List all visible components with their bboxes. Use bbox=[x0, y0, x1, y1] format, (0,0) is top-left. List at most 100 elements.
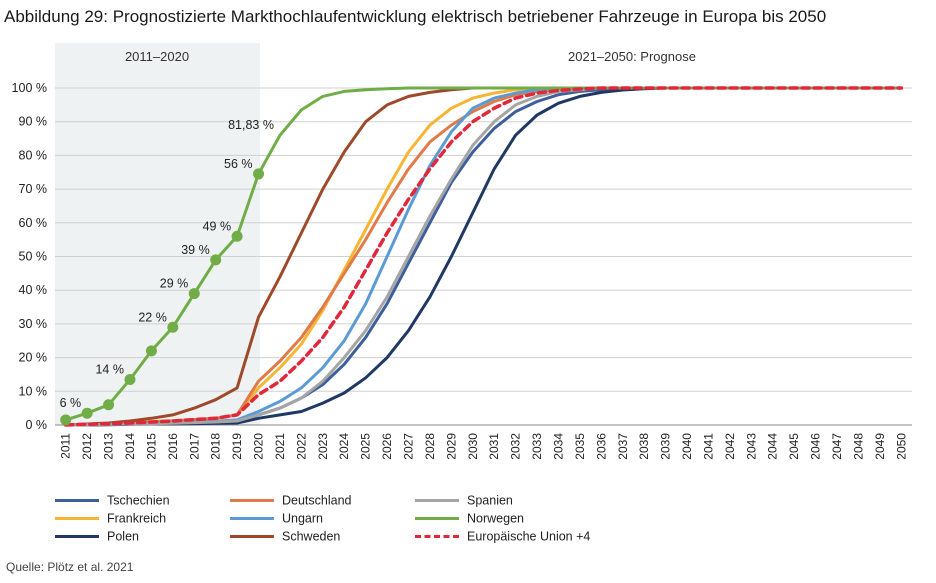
legend-item: Polen bbox=[55, 529, 139, 545]
series-markers bbox=[60, 168, 265, 426]
legend-label: Ungarn bbox=[282, 511, 323, 526]
legend-swatch bbox=[415, 517, 459, 521]
x-tick-label: 2017 bbox=[187, 433, 201, 460]
data-label: 81,83 % bbox=[228, 118, 274, 132]
x-tick-label: 2034 bbox=[551, 433, 565, 460]
data-label: 49 % bbox=[203, 219, 232, 233]
x-tick-label: 2039 bbox=[659, 433, 673, 460]
legend-swatch bbox=[230, 535, 274, 539]
data-label: 29 % bbox=[160, 277, 189, 291]
forecast-period-label: 2021–2050: Prognose bbox=[568, 49, 696, 64]
legend-item: Ungarn bbox=[230, 511, 323, 527]
x-tick-label: 2031 bbox=[487, 433, 501, 460]
legend-item: Deutschland bbox=[230, 493, 352, 509]
legend-label: Europäische Union +4 bbox=[467, 529, 591, 544]
x-tick-label: 2050 bbox=[894, 433, 908, 460]
x-tick-label: 2048 bbox=[851, 433, 865, 460]
legend-swatch bbox=[415, 499, 459, 503]
series-marker-norwegen bbox=[167, 321, 179, 333]
data-labels: 6 % 14 % 22 % 29 % 39 % 49 % 56 % 81,83 % bbox=[60, 118, 274, 410]
legend-label: Frankreich bbox=[107, 511, 167, 526]
x-tick-label: 2033 bbox=[530, 433, 544, 460]
legend-label: Spanien bbox=[467, 493, 513, 508]
x-tick-label: 2011 bbox=[59, 433, 73, 459]
x-tick-label: 2025 bbox=[359, 433, 373, 460]
legend-swatch bbox=[55, 499, 99, 503]
series-marker-norwegen bbox=[145, 345, 157, 357]
y-tick-label: 60 % bbox=[19, 216, 48, 230]
x-tick-label: 2021 bbox=[273, 433, 287, 460]
x-tick-label: 2023 bbox=[316, 433, 330, 460]
chart-title: Abbildung 29: Prognostizierte Markthochl… bbox=[4, 7, 827, 26]
x-tick-label: 2027 bbox=[402, 433, 416, 460]
x-tick-label: 2036 bbox=[594, 433, 608, 460]
legend-swatch bbox=[55, 535, 99, 539]
source-note: Quelle: Plötz et al. 2021 bbox=[6, 560, 134, 574]
x-tick-label: 2047 bbox=[830, 433, 844, 460]
x-tick-label: 2045 bbox=[787, 433, 801, 460]
y-tick-label: 40 % bbox=[19, 283, 48, 297]
legend-label: Polen bbox=[107, 529, 139, 544]
x-tick-label: 2018 bbox=[209, 433, 223, 460]
y-tick-label: 0 % bbox=[25, 418, 47, 432]
legend-item: Tschechien bbox=[55, 493, 170, 509]
x-tick-label: 2032 bbox=[509, 433, 523, 460]
y-tick-label: 50 % bbox=[19, 250, 48, 264]
data-label: 14 % bbox=[95, 363, 124, 377]
series-marker-norwegen bbox=[124, 374, 136, 386]
x-tick-label: 2028 bbox=[423, 433, 437, 460]
x-tick-label: 2022 bbox=[294, 433, 308, 460]
y-tick-label: 80 % bbox=[19, 148, 48, 162]
x-tick-label: 2035 bbox=[573, 433, 587, 460]
y-tick-label: 20 % bbox=[19, 351, 48, 365]
x-tick-label: 2014 bbox=[123, 433, 137, 460]
data-label: 22 % bbox=[138, 310, 167, 324]
legend-label: Schweden bbox=[282, 529, 341, 544]
series-marker-norwegen bbox=[188, 288, 200, 300]
x-tick-label: 2042 bbox=[723, 433, 737, 460]
series-marker-norwegen bbox=[81, 407, 93, 419]
x-tick-label: 2038 bbox=[637, 433, 651, 460]
x-tick-label: 2015 bbox=[144, 433, 158, 460]
history-period-shade bbox=[55, 43, 260, 425]
x-tick-label: 2020 bbox=[252, 433, 266, 460]
legend-swatch bbox=[230, 517, 274, 521]
legend-label: Deutschland bbox=[282, 493, 352, 508]
series-marker-norwegen bbox=[231, 230, 243, 242]
x-tick-label: 2043 bbox=[744, 433, 758, 460]
y-tick-label: 10 % bbox=[19, 384, 48, 398]
y-tick-label: 30 % bbox=[19, 317, 48, 331]
data-label: 56 % bbox=[224, 157, 253, 171]
x-tick-label: 2041 bbox=[701, 433, 715, 460]
history-period-label: 2011–2020 bbox=[125, 49, 189, 64]
legend-item: Schweden bbox=[230, 529, 340, 545]
legend-item: Europäische Union +4 bbox=[415, 529, 590, 545]
series-lines bbox=[63, 86, 904, 427]
legend-label: Norwegen bbox=[467, 511, 524, 526]
legend-swatch bbox=[230, 499, 274, 503]
x-tick-label: 2024 bbox=[337, 433, 351, 460]
x-tick-label: 2026 bbox=[380, 433, 394, 460]
legend-label: Tschechien bbox=[107, 493, 170, 508]
x-tick-label: 2019 bbox=[230, 433, 244, 460]
x-tick-label: 2044 bbox=[766, 433, 780, 460]
x-tick-label: 2040 bbox=[680, 433, 694, 460]
legend-item: Norwegen bbox=[415, 511, 524, 527]
series-marker-norwegen bbox=[60, 414, 72, 426]
legend-swatch bbox=[415, 535, 459, 539]
x-tick-label: 2029 bbox=[444, 433, 458, 460]
legend-item: Spanien bbox=[415, 493, 513, 509]
x-tick-label: 2046 bbox=[809, 433, 823, 460]
y-axis-tick-labels: 0 % 10 % 20 % 30 % 40 % 50 % 60 % 70 % 80 % 90 % 1… bbox=[12, 81, 47, 432]
data-label: 6 % bbox=[60, 396, 82, 410]
x-tick-label: 2030 bbox=[466, 433, 480, 460]
x-axis-tick-labels: 2011 2012 2013 2014 2015 2016 2017 2018 2019 2020… bbox=[59, 433, 909, 460]
x-tick-label: 2016 bbox=[166, 433, 180, 460]
legend-item: Frankreich bbox=[55, 511, 166, 527]
y-tick-label: 70 % bbox=[19, 182, 48, 196]
series-marker-norwegen bbox=[103, 399, 115, 411]
legend-swatch bbox=[55, 517, 99, 521]
series-marker-norwegen bbox=[210, 254, 222, 266]
series-marker-norwegen bbox=[253, 168, 265, 180]
